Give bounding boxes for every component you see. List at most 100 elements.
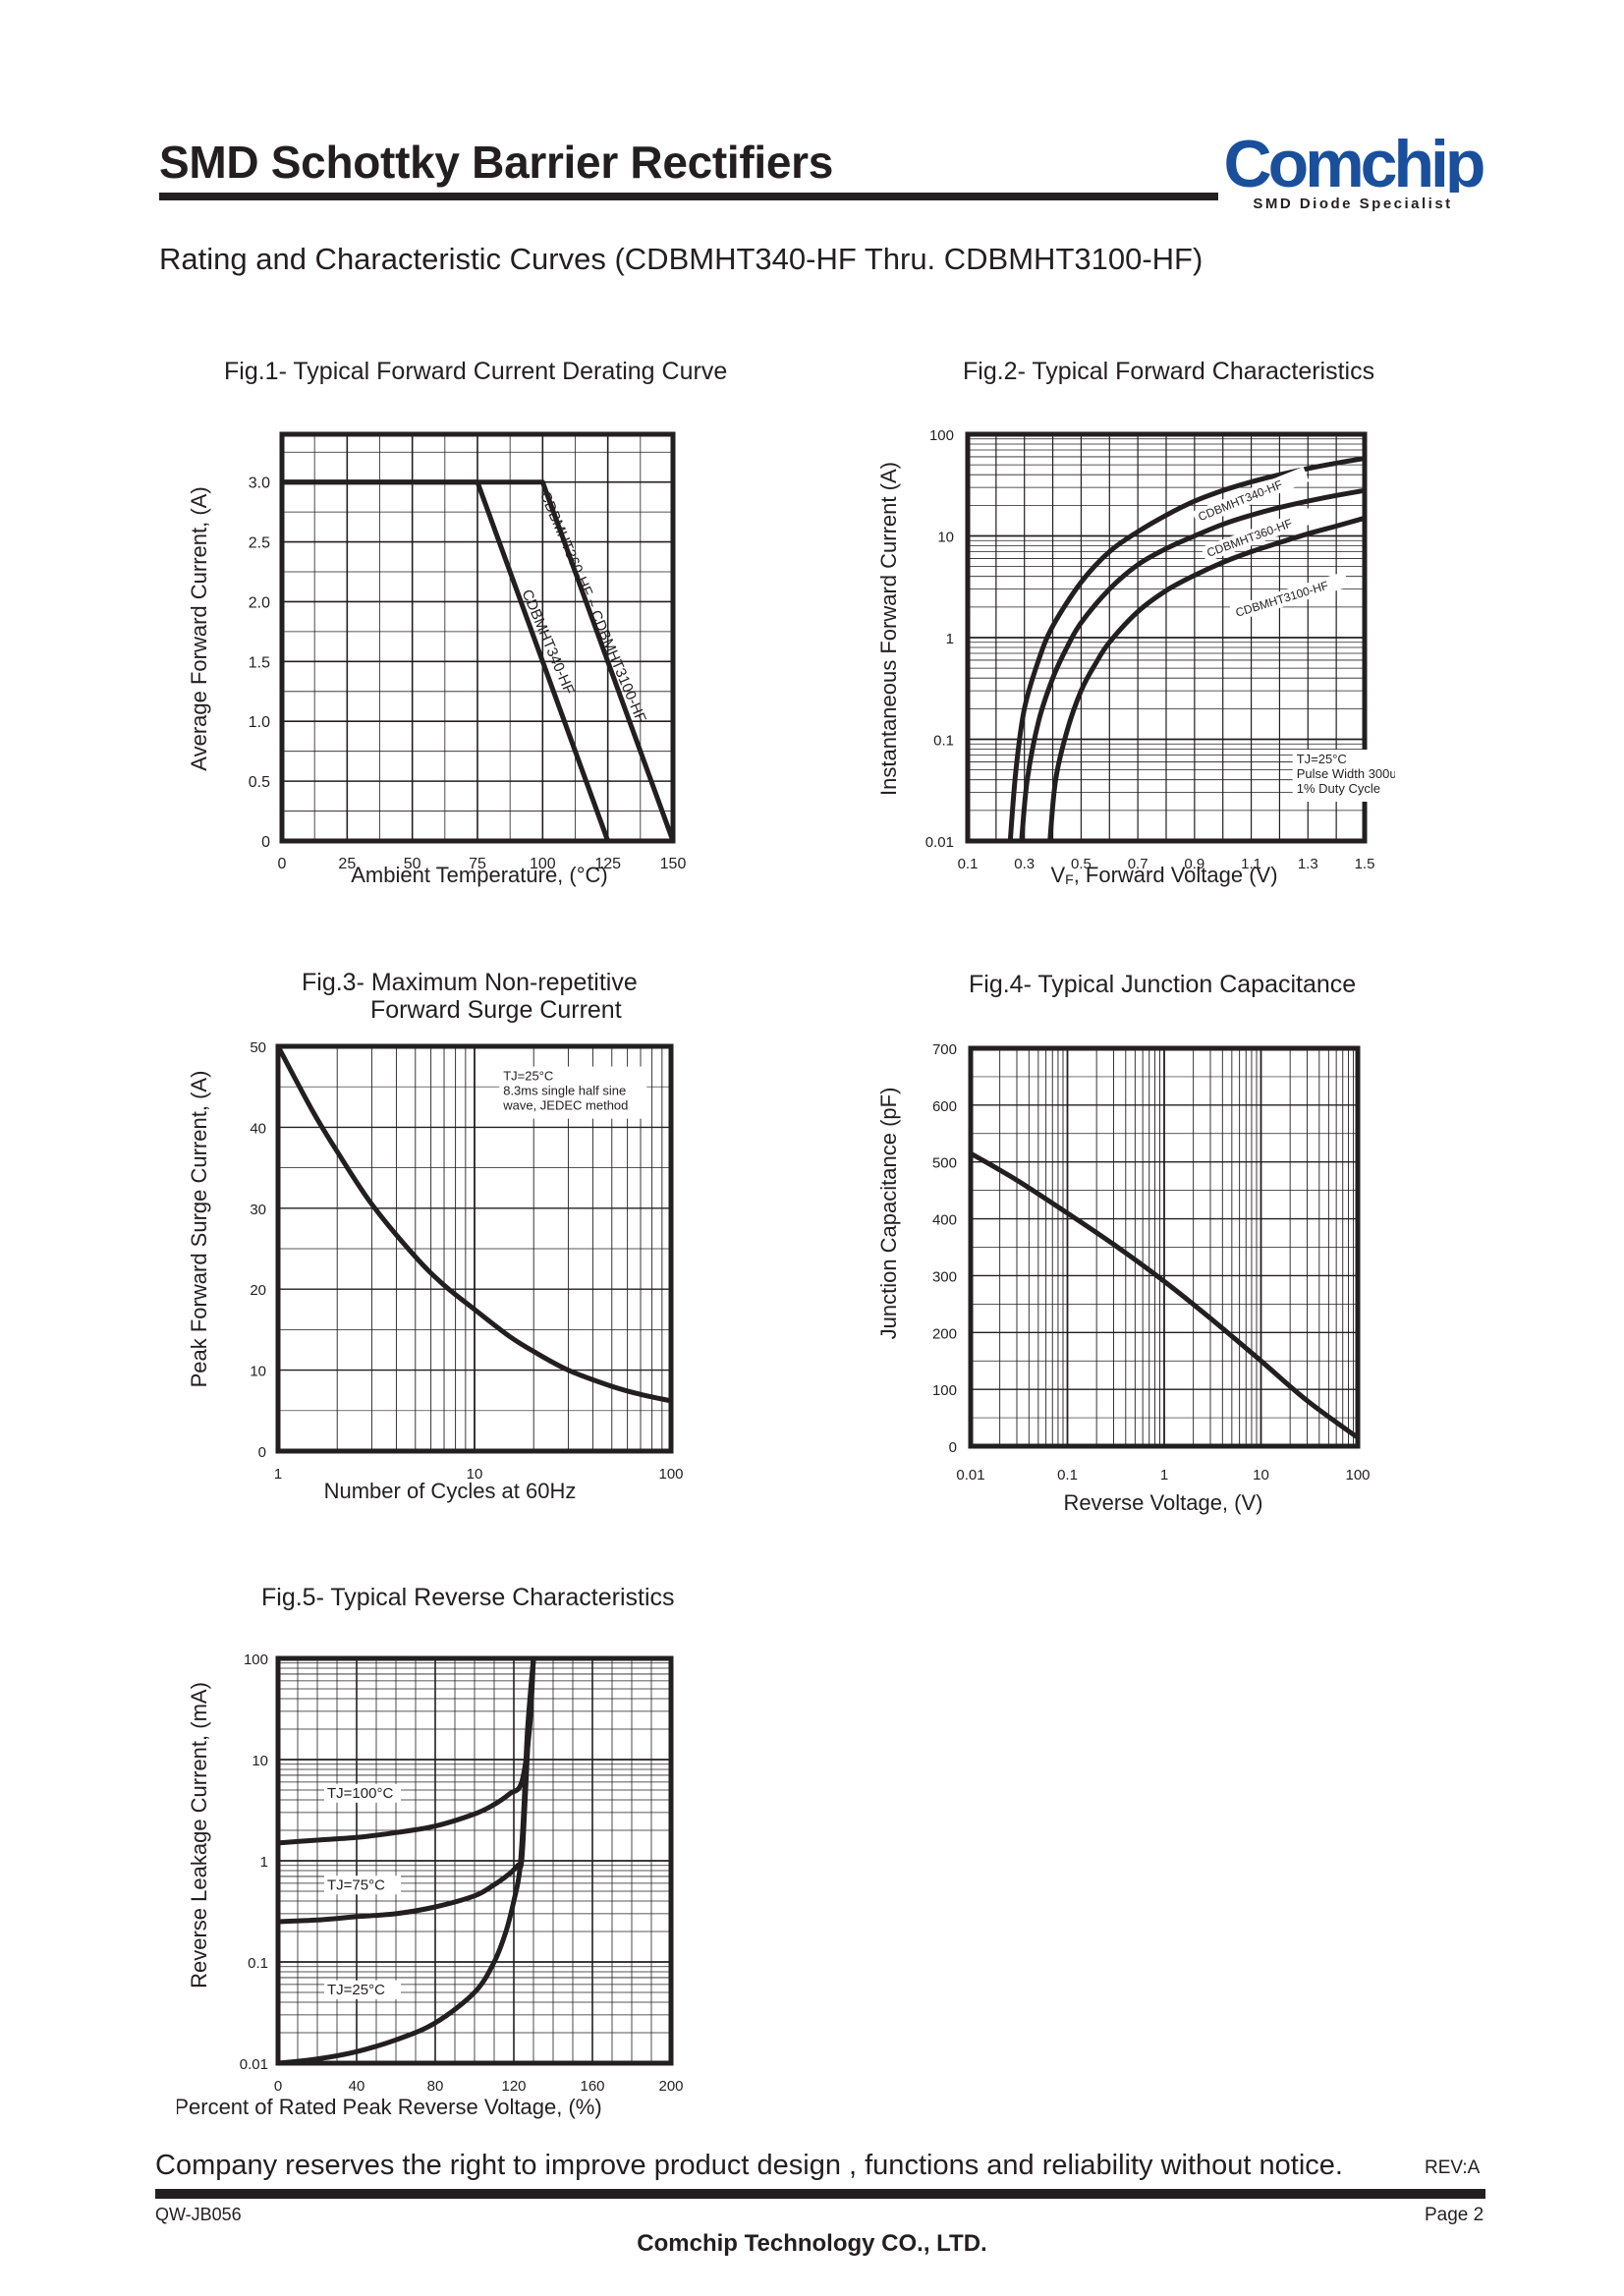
fig2-xtick: 0.3 [1014,856,1035,872]
fig4-xtick: 100 [1345,1467,1370,1484]
fig2-series-1 [1019,487,1366,842]
fig1-ylabel: Average Forward Current, (A) [187,486,211,770]
fig3-xtick: 100 [658,1466,683,1483]
fig4-ytick: 500 [932,1155,957,1172]
fig3-note-line: wave, JEDEC method [502,1098,628,1113]
fig3-ytick: 40 [250,1120,266,1137]
fig5-ytick: 0.1 [248,1955,268,1972]
fig5-series-0 [277,1657,536,1846]
fig1-xtick: 0 [278,856,287,872]
fig3-frame [275,1043,674,1454]
fig4-ytick: 600 [932,1098,957,1115]
footer-company: Comchip Technology CO., LTD. [637,2230,987,2257]
fig5-xtick: 120 [501,2078,526,2095]
logo-text: Comchip [1224,127,1484,201]
fig1-title: Fig.1- Typical Forward Current Derating … [224,358,728,385]
fig2-label-bg [1201,506,1319,563]
fig2-xtick: 1.3 [1298,856,1318,872]
fig2-label-bg [1229,571,1350,622]
fig3-ytick: 10 [250,1364,266,1380]
fig2-ytick: 100 [929,427,954,444]
fig3-note-line: TJ=25°C [503,1069,553,1084]
fig2-ytick: 1 [946,631,954,647]
fig5-chart: 0 40 80 120 160 200 0.01 0.1 1 10 100 TJ=100°C TJ=75… [177,1652,684,2119]
fig3-ytick: 20 [250,1282,266,1299]
fig4-ytick: 700 [932,1041,957,1058]
title-divider [159,193,1218,200]
fig3-title-line2: Forward Surge Current [370,996,622,1024]
fig1-xtick: 150 [660,856,687,872]
fig3-series-0 [275,1044,672,1404]
fig3-xtick: 10 [467,1466,483,1483]
fig2-title: Fig.2- Typical Forward Characteristics [963,358,1375,385]
fig4-xlabel: Reverse Voltage, (V) [1064,1490,1263,1515]
fig4-ytick: 100 [932,1382,957,1399]
fig3-note-bg [499,1066,647,1119]
fig4-ytick: 400 [932,1212,957,1229]
fig1-ytick: 2.5 [249,535,270,552]
fig3-note-line: 8.3ms single half sine [503,1084,626,1098]
fig5-series-2 [277,1657,536,2066]
fig5-ytick: 10 [252,1753,268,1769]
fig1-xtick: 25 [338,856,356,872]
fig5-series-label: TJ=25°C [327,1982,385,1998]
fig1-ytick: 1.5 [249,654,270,671]
fig2-xlabel-rest: , Forward Voltage (V) [1074,863,1278,887]
fig2-ytick: 0.1 [933,733,954,750]
fig5-xtick: 160 [580,2078,604,2095]
fig4-title: Fig.4- Typical Junction Capacitance [969,971,1357,998]
footer-disclaimer: Company reserves the right to improve pr… [155,2150,1343,2181]
fig5-ytick: 1 [260,1854,268,1871]
fig2-xlabel-sub: F [1065,871,1074,887]
footer-revision: REV:A [1425,2157,1481,2178]
fig2-note-line: Pulse Width 300us [1297,766,1395,781]
fig4-xtick: 0.01 [956,1467,984,1484]
fig2-xtick: 1.5 [1355,856,1375,872]
fig3-chart: 1 10 100 0 10 20 30 40 50 Number of Cycles at 60… [187,1039,684,1503]
fig1-ytick: 2.0 [249,594,270,611]
fig3-xlabel: Number of Cycles at 60Hz [324,1479,577,1503]
fig4-chart: 0.01 0.1 1 10 100 0 100 200 300 400 500 600 700 Reve… [876,1041,1371,1515]
fig5-xtick: 200 [658,2078,683,2095]
fig3-ytick: 30 [250,1202,266,1218]
fig2-series-label: CDBMHT3100-HF [1234,579,1330,620]
fig4-xtick: 0.1 [1057,1467,1078,1484]
logo-tagline: SMD Diode Specialist [1253,196,1452,212]
fig2-xtick: 0.9 [1184,856,1204,872]
fig5-ytick: 0.01 [240,2056,268,2073]
fig1-ytick: 1.0 [249,714,270,731]
fig2-series-2 [1047,515,1366,842]
fig5-xtick: 80 [427,2078,444,2095]
fig3-title: Fig.3- Maximum Non-repetitive [302,969,638,996]
fig3-ytick: 50 [250,1039,266,1056]
fig2-ylabel: Instantaneous Forward Current (A) [876,462,901,796]
comchip-logo: Comchip SMD Diode Specialist [1220,127,1487,212]
fig2-note-line: 1% Duty Cycle [1297,781,1380,796]
fig2-frame [965,431,1368,844]
fig5-series-label: TJ=75°C [327,1876,385,1893]
fig1-xtick: 125 [594,856,621,872]
fig2-chart: 0.1 0.3 0.5 0.7 0.9 1.1 1.3 1.50.010.1110100CDB… [876,427,1395,887]
fig1-ytick: 0.5 [249,774,270,791]
fig5-ytick: 100 [244,1652,268,1668]
fig1-chart: 0 25 50 75 100 125 15000.51.01.52.02.53.0CDBMH… [187,431,687,887]
fig2-ytick: 10 [937,530,954,546]
footer-page-number: Page 2 [1425,2205,1484,2225]
fig4-xtick: 10 [1253,1467,1269,1484]
fig2-ytick: 0.01 [925,834,954,851]
fig5-xtick: 0 [274,2078,282,2095]
fig4-ytick: 200 [932,1325,957,1342]
fig5-label-bg [324,1876,401,1895]
fig2-note-line: TJ=25°C [1297,752,1347,766]
fig1-xtick: 50 [404,856,421,872]
fig2-label-bg [1192,467,1310,527]
fig1-series-1 [279,479,676,844]
fig2-xtick: 0.7 [1128,856,1148,872]
fig1-xtick: 100 [530,856,556,872]
fig3-ylabel: Peak Forward Surge Current, (A) [187,1071,211,1388]
fig5-title: Fig.5- Typical Reverse Characteristics [261,1584,675,1611]
fig4-ytick: 0 [949,1439,957,1456]
fig1-xlabel: Ambient Temperature, (°C) [351,863,608,887]
fig4-ylabel: Junction Capacitance (pF) [876,1088,901,1340]
page-subtitle: Rating and Characteristic Curves (CDBMHT… [159,242,1204,276]
